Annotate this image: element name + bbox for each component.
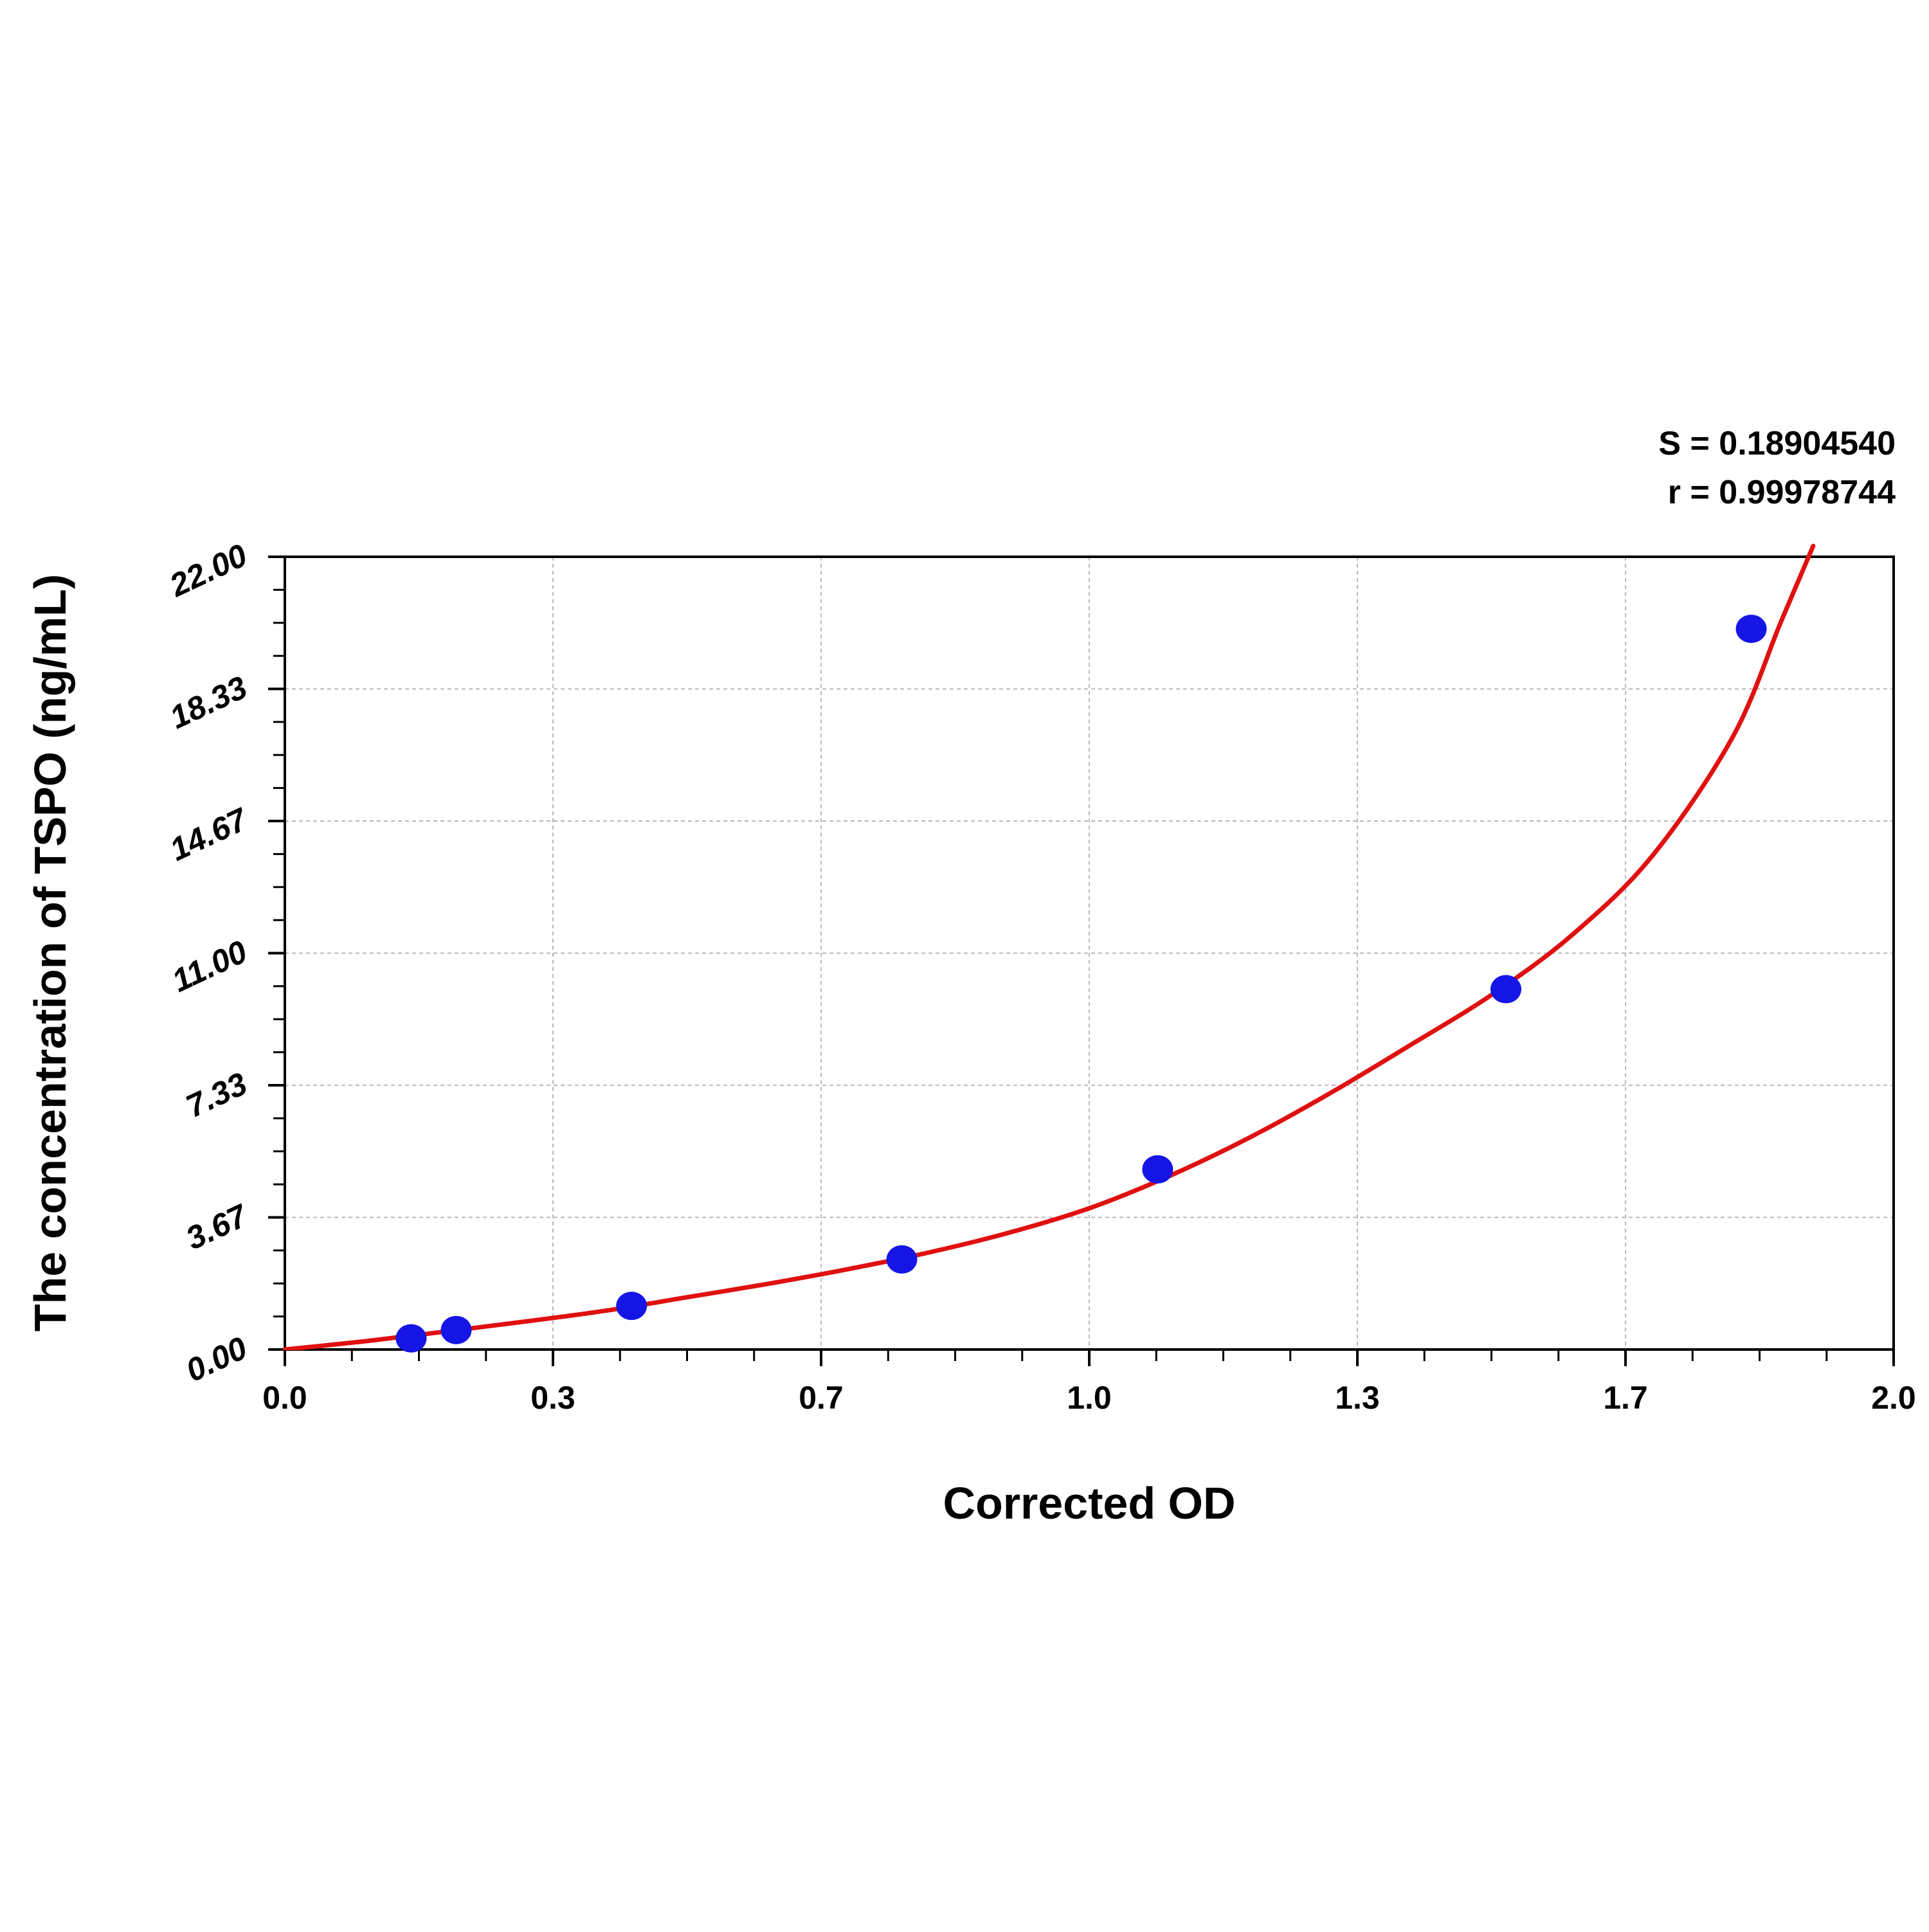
x-tick-label: 0.3 — [530, 1380, 575, 1416]
x-tick-label: 1.0 — [1067, 1380, 1112, 1416]
x-tick-label: 0.0 — [262, 1380, 307, 1416]
y-axis-title: The concentration of TSPO (ng/mL) — [25, 574, 75, 1332]
data-point — [1490, 975, 1522, 1004]
data-point — [440, 1315, 472, 1344]
gridlines — [285, 557, 1894, 1350]
minor-ticks — [273, 588, 1828, 1361]
data-points-layer — [395, 615, 1767, 1353]
major-ticks — [268, 555, 1895, 1366]
r-value-label: r = 0.99978744 — [1668, 474, 1896, 511]
data-point — [886, 1245, 918, 1274]
data-point — [1735, 615, 1767, 644]
data-point — [395, 1324, 427, 1353]
data-point — [616, 1292, 648, 1321]
x-tick-labels: 0.0 0.3 0.7 1.0 1.3 1.7 2.0 — [262, 1380, 1916, 1416]
x-tick-label: 2.0 — [1871, 1380, 1916, 1416]
s-value-label: S = 0.18904540 — [1658, 425, 1896, 462]
x-axis-title: Corrected OD — [943, 1478, 1235, 1528]
fit-curve-layer — [283, 543, 1816, 1350]
x-tick-label: 0.7 — [799, 1380, 844, 1416]
data-point — [1142, 1155, 1173, 1184]
fit-curve-line — [283, 543, 1816, 1350]
x-tick-label: 1.3 — [1335, 1380, 1380, 1416]
plot-frame — [284, 555, 1895, 1351]
x-tick-label: 1.7 — [1603, 1380, 1648, 1416]
